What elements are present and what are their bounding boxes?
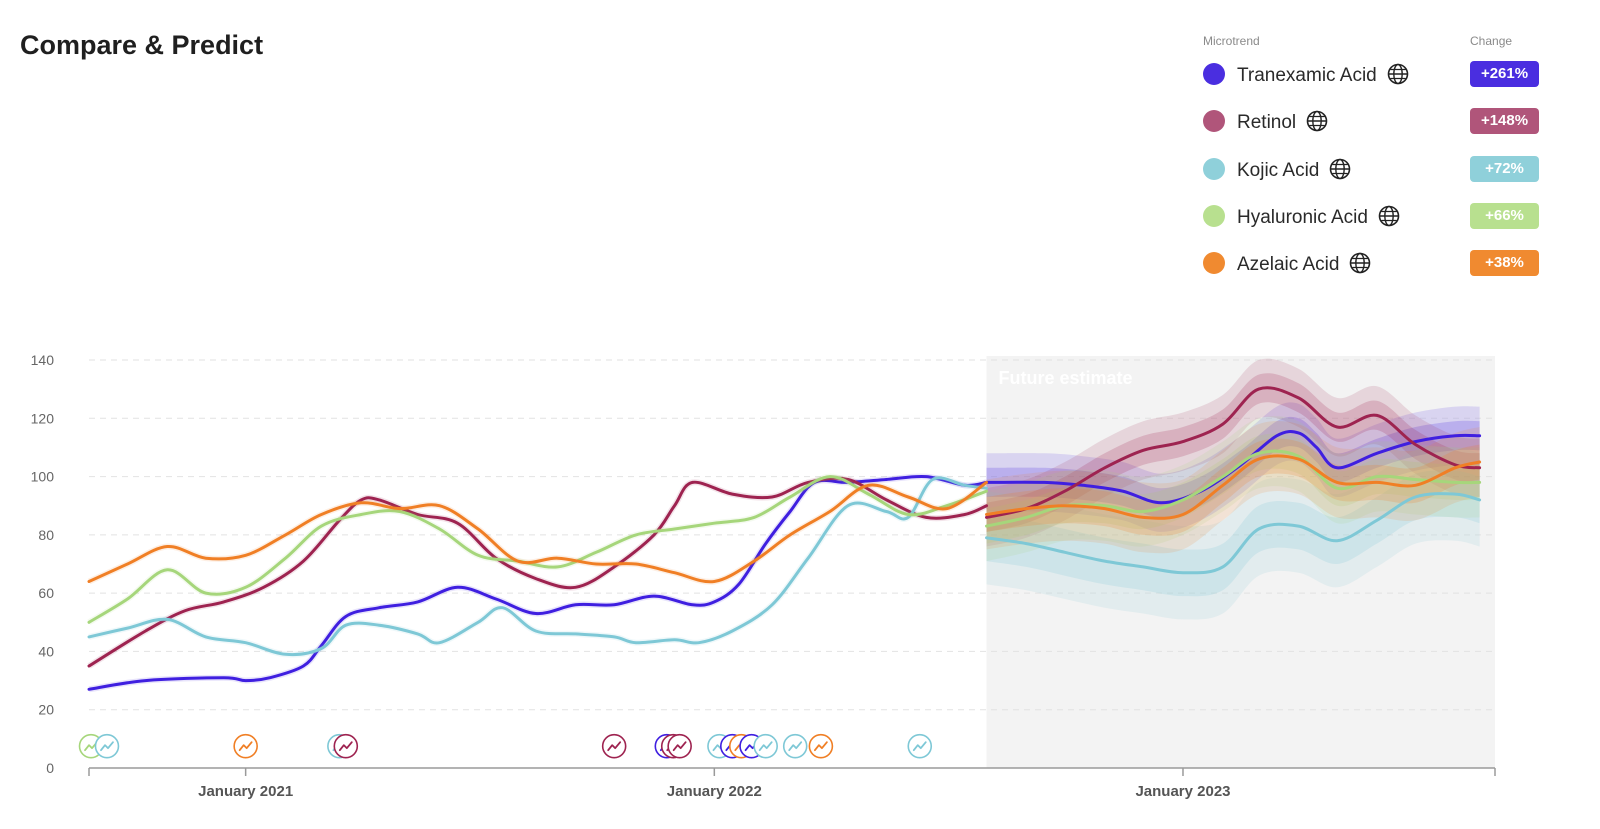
forecast-band-kojic-acid: [986, 446, 1480, 620]
legend-item-name: Hyaluronic Acid: [1237, 206, 1368, 228]
change-badge: +66%: [1470, 202, 1539, 229]
trend-chart: Future estimate 0 20 40 60 80 100 120 140 Janua…: [31, 352, 1496, 800]
event-marker[interactable]: [667, 733, 692, 759]
line-glow-tranexamic-acid: [88, 473, 988, 693]
legend-item-label: Hyaluronic Acid: [1237, 205, 1400, 229]
legend-item-retinol[interactable]: Retinol +148%: [1203, 105, 1553, 145]
trend-up-icon: [788, 741, 803, 752]
legend-header-change: Change: [1470, 34, 1513, 48]
legend-item-hyaluronic-acid[interactable]: Hyaluronic Acid +66%: [1203, 200, 1553, 240]
line-azelaic-acid[interactable]: [87, 480, 988, 584]
event-marker[interactable]: [753, 733, 778, 759]
event-marker[interactable]: [601, 733, 627, 759]
x-tick-label: January 2021: [198, 783, 293, 800]
trend-up-icon: [912, 741, 927, 752]
future-estimate-label: Future estimate: [999, 368, 1133, 388]
forecast-line-tranexamic-acid[interactable]: [985, 430, 1482, 505]
forecast-band-tranexamic-acid: [986, 416, 1480, 518]
trend-up-icon: [238, 741, 253, 752]
page-title: Compare & Predict: [20, 30, 264, 60]
y-tick-label: 100: [31, 469, 55, 485]
y-tick-label: 40: [38, 643, 54, 659]
line-kojic-acid[interactable]: [87, 476, 988, 657]
forecast-line-azelaic-acid[interactable]: [985, 454, 1482, 520]
legend-swatch: [1203, 157, 1225, 180]
globe-icon[interactable]: [1349, 252, 1371, 274]
forecast-band-tranexamic-acid: [986, 402, 1480, 532]
trend-up-icon: [607, 741, 622, 752]
globe-icon[interactable]: [1387, 63, 1409, 85]
x-tick-label: January 2022: [667, 783, 762, 800]
future-region: [986, 356, 1495, 768]
x-tick-label: January 2023: [1135, 783, 1230, 800]
forecast-line-retinol[interactable]: [985, 386, 1482, 519]
forecast-band-kojic-acid: [986, 470, 1480, 597]
legend-item-tranexamic-acid[interactable]: Tranexamic Acid +261%: [1203, 58, 1553, 98]
trend-up-icon: [84, 741, 98, 752]
legend-swatch: [1203, 63, 1225, 85]
legend-item-name: Retinol: [1237, 112, 1297, 134]
forecast-band-hyaluronic-acid: [986, 433, 1480, 544]
trend-up-icon: [338, 741, 353, 752]
event-marker[interactable]: [907, 733, 933, 759]
legend-item-name: Azelaic Acid: [1237, 254, 1340, 276]
event-marker[interactable]: [808, 733, 834, 759]
change-badge: +72%: [1470, 155, 1539, 182]
legend-swatch: [1203, 204, 1225, 227]
forecast-band-hyaluronic-acid: [986, 416, 1480, 562]
globe-icon[interactable]: [1329, 158, 1351, 180]
y-tick-label: 80: [38, 527, 54, 543]
globe-icon[interactable]: [1306, 110, 1328, 132]
trend-up-icon: [672, 741, 687, 752]
legend-item-label: Retinol: [1237, 110, 1328, 134]
trend-up-icon: [100, 741, 114, 752]
line-tranexamic-acid[interactable]: [87, 474, 988, 691]
legend-item-name: Tranexamic Acid: [1237, 65, 1377, 86]
forecast-band-azelaic-acid: [986, 420, 1480, 554]
change-badge: +261%: [1470, 61, 1539, 87]
y-tick-label: 20: [38, 702, 54, 718]
legend-item-label: Tranexamic Acid: [1237, 63, 1409, 87]
forecast-band-retinol: [986, 373, 1480, 532]
trend-up-icon: [813, 741, 828, 752]
forecast-band-retinol: [986, 358, 1480, 547]
event-marker[interactable]: [333, 733, 359, 759]
trend-up-icon: [758, 741, 773, 752]
forecast-line-kojic-acid[interactable]: [985, 492, 1482, 575]
legend-item-label: Kojic Acid: [1237, 158, 1351, 182]
event-marker[interactable]: [233, 733, 258, 759]
globe-icon[interactable]: [1378, 205, 1400, 227]
event-marker[interactable]: [94, 733, 120, 759]
legend-swatch: [1203, 110, 1225, 133]
forecast-band-azelaic-acid: [986, 438, 1480, 536]
y-tick-label: 0: [46, 760, 54, 776]
change-badge: +148%: [1470, 108, 1539, 135]
y-tick-label: 120: [31, 410, 55, 426]
event-marker[interactable]: [782, 733, 808, 759]
change-badge: +38%: [1470, 250, 1539, 277]
legend-header-microtrend: Microtrend: [1203, 34, 1260, 48]
y-tick-label: 140: [31, 352, 55, 368]
legend-item-azelaic-acid[interactable]: Azelaic Acid +38%: [1203, 247, 1553, 287]
legend-swatch: [1203, 252, 1225, 275]
line-hyaluronic-acid[interactable]: [87, 475, 988, 624]
legend-item-label: Azelaic Acid: [1237, 252, 1371, 276]
legend-item-kojic-acid[interactable]: Kojic Acid +72%: [1203, 153, 1553, 193]
y-tick-label: 60: [38, 585, 54, 601]
legend-item-name: Kojic Acid: [1237, 159, 1320, 181]
